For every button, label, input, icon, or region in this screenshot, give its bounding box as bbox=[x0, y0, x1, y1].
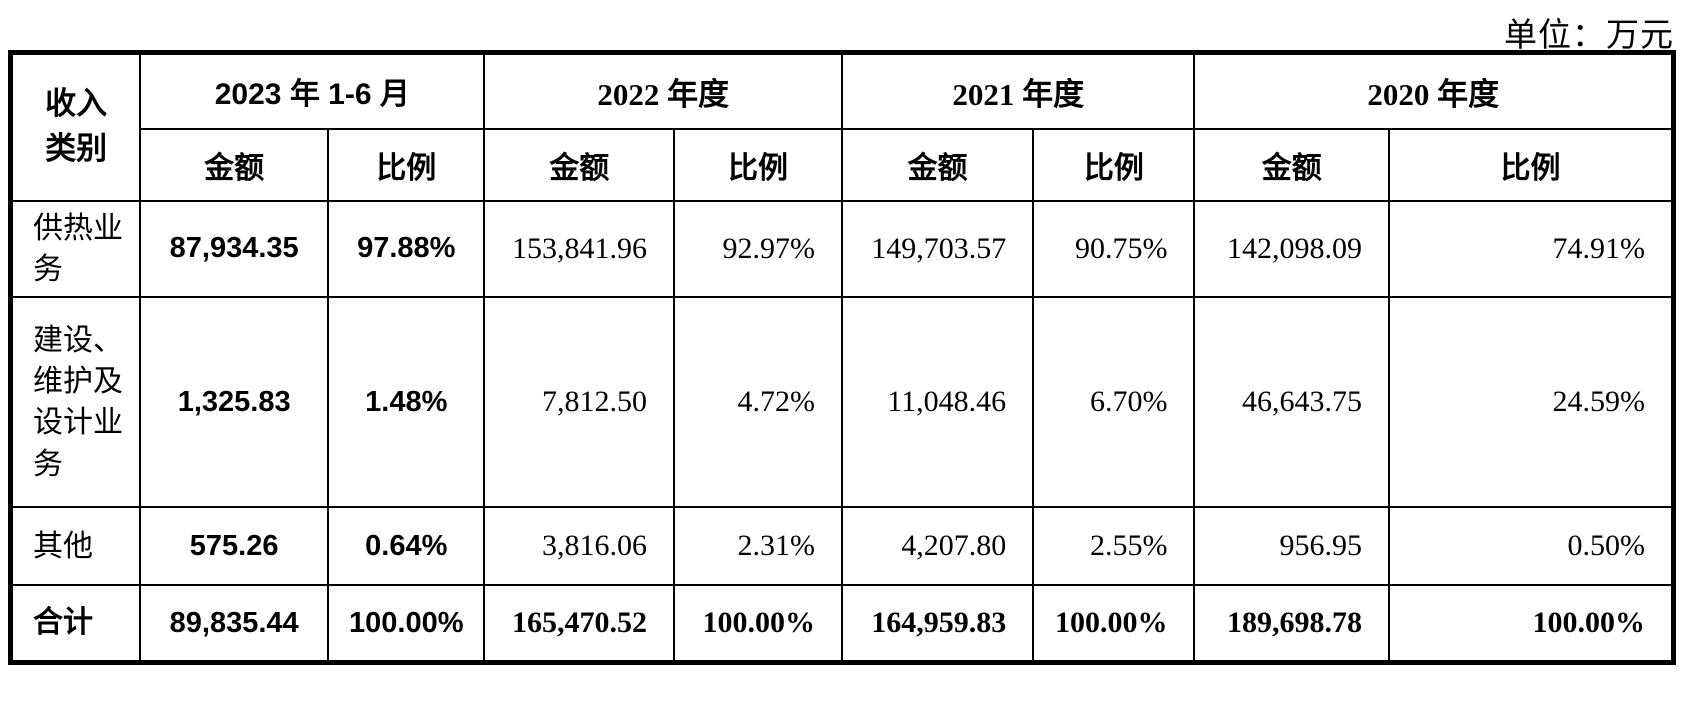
ratio-header: 比例 bbox=[1388, 127, 1675, 202]
period-header-2020: 2020 年度 bbox=[1193, 51, 1675, 130]
header-row-periods: 收入类别 2023 年 1-6 月 2022 年度 2021 年度 2020 年… bbox=[9, 51, 1675, 202]
table-cell: 149,703.57 bbox=[840, 199, 1035, 299]
table-cell: 0.64% bbox=[327, 506, 486, 587]
ratio-header: 比例 bbox=[327, 127, 486, 202]
ratio-header: 比例 bbox=[1032, 127, 1196, 202]
table-row-total: 合计 89,835.44 100.00% 165,470.52 100.00% … bbox=[9, 584, 1675, 664]
period-header-2021: 2021 年度 bbox=[840, 51, 1196, 130]
amount-header: 金额 bbox=[840, 127, 1035, 202]
table-row-heating-business: 供热业务 87,934.35 97.88% 153,841.96 92.97% … bbox=[9, 199, 1675, 299]
table-cell: 189,698.78 bbox=[1193, 584, 1391, 664]
table-cell: 2.31% bbox=[673, 506, 843, 587]
amount-header: 金额 bbox=[483, 127, 675, 202]
row-label: 合计 bbox=[9, 584, 142, 664]
amount-header: 金额 bbox=[139, 127, 330, 202]
table-cell: 2.55% bbox=[1032, 506, 1196, 587]
row-label: 建设、维护及设计业务 bbox=[9, 296, 142, 509]
table-cell: 11,048.46 bbox=[840, 296, 1035, 509]
table-cell: 575.26 bbox=[139, 506, 330, 587]
table-cell: 0.50% bbox=[1388, 506, 1675, 587]
table-cell: 165,470.52 bbox=[483, 584, 675, 664]
table-cell: 74.91% bbox=[1388, 199, 1675, 299]
table-cell: 164,959.83 bbox=[840, 584, 1035, 664]
table-cell: 956.95 bbox=[1193, 506, 1391, 587]
table-cell: 1.48% bbox=[327, 296, 486, 509]
table-cell: 90.75% bbox=[1032, 199, 1196, 299]
table-row-construction-maintenance-design: 建设、维护及设计业务 1,325.83 1.48% 7,812.50 4.72%… bbox=[9, 296, 1675, 509]
table-cell: 87,934.35 bbox=[139, 199, 330, 299]
table-cell: 3,816.06 bbox=[483, 506, 675, 587]
table-cell: 7,812.50 bbox=[483, 296, 675, 509]
table-cell: 100.00% bbox=[1032, 584, 1196, 664]
table-cell: 24.59% bbox=[1388, 296, 1675, 509]
table-cell: 1,325.83 bbox=[139, 296, 330, 509]
table-cell: 153,841.96 bbox=[483, 199, 675, 299]
ratio-header: 比例 bbox=[673, 127, 843, 202]
row-label: 其他 bbox=[9, 506, 142, 587]
unit-label: 单位：万元 bbox=[1504, 18, 1674, 54]
header-row-subcolumns: 金额 比例 金额 比例 金额 比例 金额 比例 bbox=[11, 127, 1675, 202]
table-cell: 89,835.44 bbox=[139, 584, 330, 664]
table-cell: 92.97% bbox=[673, 199, 843, 299]
table-cell: 142,098.09 bbox=[1193, 199, 1391, 299]
table-cell: 4,207.80 bbox=[840, 506, 1035, 587]
table-cell: 100.00% bbox=[327, 584, 486, 664]
table-cell: 46,643.75 bbox=[1193, 296, 1391, 509]
table-cell: 6.70% bbox=[1032, 296, 1196, 509]
corner-header-revenue-category: 收入类别 bbox=[9, 51, 142, 202]
row-label: 供热业务 bbox=[9, 199, 142, 299]
table-row-other: 其他 575.26 0.64% 3,816.06 2.31% 4,207.80 … bbox=[9, 506, 1675, 587]
table-cell: 4.72% bbox=[673, 296, 843, 509]
revenue-breakdown-table: 收入类别 2023 年 1-6 月 2022 年度 2021 年度 2020 年… bbox=[8, 50, 1676, 665]
period-header-2022: 2022 年度 bbox=[483, 51, 843, 130]
period-header-2023-h1: 2023 年 1-6 月 bbox=[139, 51, 486, 130]
table-cell: 97.88% bbox=[327, 199, 486, 299]
table-cell: 100.00% bbox=[1388, 584, 1675, 664]
table-cell: 100.00% bbox=[673, 584, 843, 664]
amount-header: 金额 bbox=[1193, 127, 1391, 202]
